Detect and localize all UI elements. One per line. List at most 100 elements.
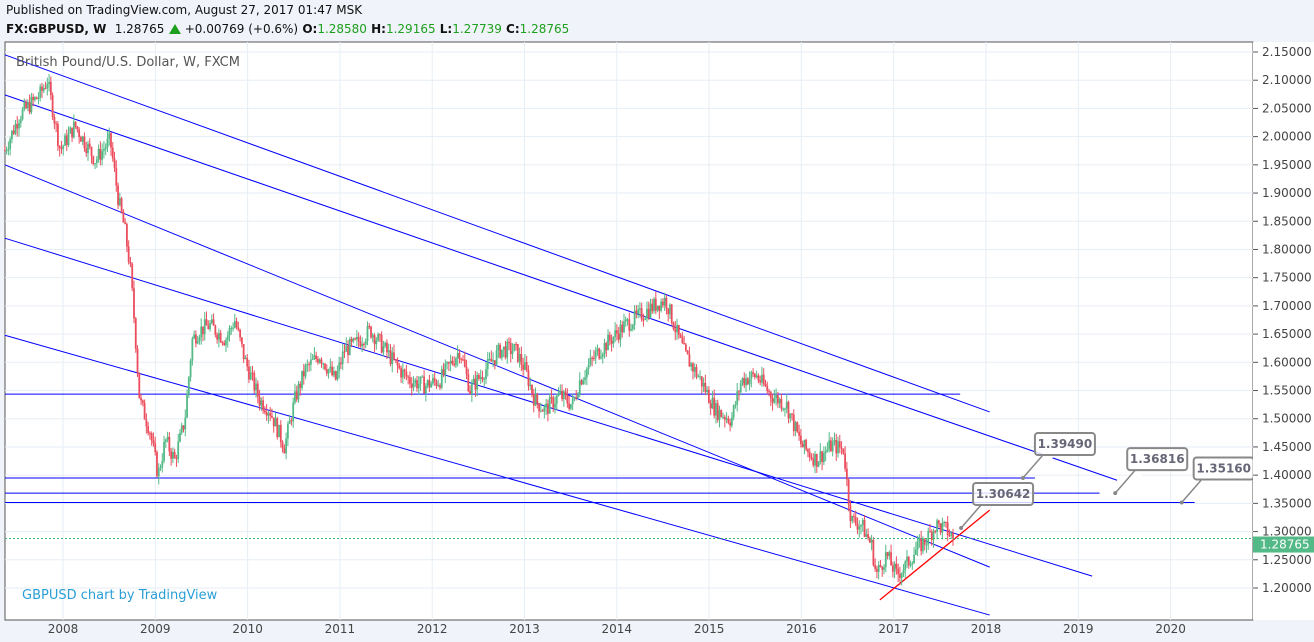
candle-body — [363, 344, 365, 346]
candle-body — [603, 342, 606, 355]
candle-body — [352, 338, 355, 342]
open-label: O: — [302, 22, 318, 36]
candle-body — [614, 330, 617, 338]
candle-body — [226, 335, 229, 341]
candle-body — [14, 124, 17, 134]
candle-body — [923, 538, 926, 545]
candle-body — [458, 352, 461, 359]
candle-body — [65, 135, 68, 146]
candle-body — [722, 416, 724, 418]
candle-body — [600, 356, 602, 359]
candle-body — [743, 378, 746, 386]
candle-body — [824, 451, 827, 454]
candle-body — [833, 439, 836, 443]
candle-body — [62, 145, 65, 149]
candle-body — [646, 308, 648, 319]
candle-body — [301, 370, 303, 388]
candle-body — [7, 148, 10, 151]
current-price-label: 1.28765 — [1260, 538, 1310, 552]
y-tick-label: 1.55000 — [1262, 384, 1312, 398]
callout-label: 1.36816 — [1130, 452, 1185, 466]
candle-body — [541, 410, 544, 412]
candle-body — [343, 351, 346, 353]
candle-body — [106, 138, 109, 148]
y-tick-label: 1.40000 — [1262, 468, 1312, 482]
candle-body — [78, 129, 81, 138]
candle-body — [295, 391, 298, 400]
candle-body — [297, 383, 300, 400]
candle-body — [255, 383, 257, 391]
candle-body — [299, 383, 302, 388]
candle-body — [890, 552, 892, 566]
candle-body — [214, 325, 217, 335]
candle-body — [412, 383, 415, 388]
candle-body — [462, 359, 464, 361]
candle-body — [720, 410, 723, 418]
candle-body — [499, 344, 502, 358]
candle-body — [706, 389, 709, 392]
candle-body — [71, 127, 73, 138]
x-tick-label: 2013 — [509, 622, 540, 636]
candle-body — [524, 362, 526, 370]
candle-body — [110, 132, 112, 148]
y-tick-label: 1.60000 — [1262, 355, 1312, 369]
candle-body — [386, 342, 388, 353]
candle-body — [433, 378, 436, 382]
candle-body — [97, 148, 100, 160]
candle-body — [787, 401, 790, 419]
candle-body — [796, 422, 799, 432]
candle-body — [334, 371, 337, 380]
candle-body — [746, 378, 749, 385]
candle-body — [493, 360, 496, 365]
candle-body — [456, 352, 459, 359]
candle-body — [154, 443, 157, 453]
y-tick-label: 1.65000 — [1262, 327, 1312, 341]
candle-body — [817, 461, 820, 467]
candle-body — [814, 453, 816, 466]
candle-body — [354, 338, 356, 340]
candle-body — [256, 383, 259, 397]
candle-body — [594, 351, 597, 359]
candle-body — [830, 440, 832, 452]
x-tick-label: 2014 — [602, 622, 633, 636]
candle-body — [784, 408, 786, 410]
candle-body — [83, 136, 86, 149]
candle-body — [12, 130, 15, 134]
candle-body — [555, 395, 558, 404]
candle-body — [380, 334, 383, 353]
candle-body — [658, 305, 661, 311]
candle-body — [886, 552, 889, 557]
candle-body — [578, 380, 581, 395]
candle-body — [536, 394, 539, 404]
candle-body — [274, 418, 277, 427]
candle-body — [240, 337, 243, 345]
y-tick-label: 1.80000 — [1262, 242, 1312, 256]
candle-body — [469, 391, 471, 394]
candle-body — [669, 304, 671, 315]
candle-body — [64, 135, 66, 146]
candle-body — [69, 127, 72, 134]
candle-body — [258, 396, 261, 406]
candle-body — [538, 403, 540, 412]
candle-body — [801, 443, 804, 448]
candle-body — [463, 359, 466, 367]
y-tick-label: 1.35000 — [1262, 496, 1312, 510]
y-tick-label: 1.85000 — [1262, 214, 1312, 228]
candle-body — [753, 373, 756, 378]
x-tick-label: 2011 — [325, 622, 356, 636]
candle-body — [513, 343, 516, 352]
candle-body — [867, 534, 869, 539]
price-change: +0.00769 (+0.6%) — [184, 22, 299, 36]
candle-body — [80, 137, 82, 142]
candle-body — [5, 150, 8, 152]
candle-body — [877, 565, 880, 572]
candle-body — [805, 439, 808, 450]
candle-body — [145, 419, 148, 427]
candle-body — [943, 521, 946, 523]
candle-body — [345, 345, 348, 352]
candle-body — [472, 378, 475, 384]
candle-body — [198, 337, 201, 342]
candle-body — [232, 327, 234, 329]
candle-body — [341, 351, 344, 365]
